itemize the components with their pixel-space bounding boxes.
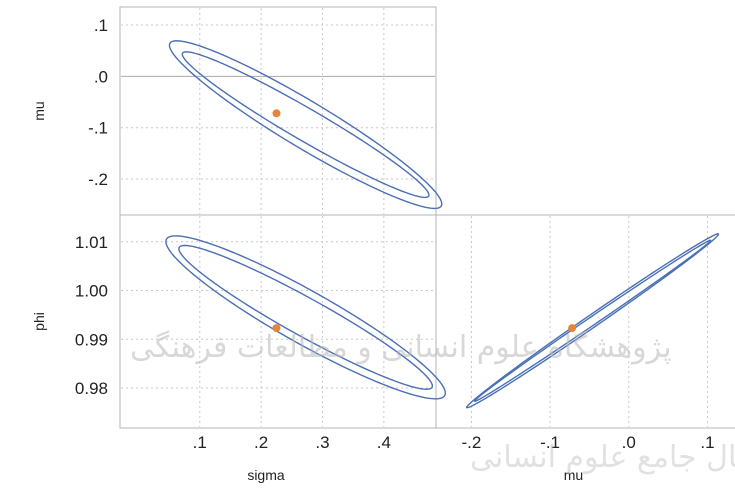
sigma-mu-ylabel: mu — [31, 101, 47, 120]
panel-sigma-mu-marks — [168, 40, 443, 210]
sigma-mu-ytick-label-0: .1 — [94, 16, 108, 35]
sigma-mu-contour-2 — [168, 40, 443, 210]
panel-sigma-mu-grid — [121, 8, 435, 214]
panel-mu-phi-marks — [465, 233, 720, 409]
panel-sigma-mu — [119, 6, 443, 216]
mu-phi-xtick-label-2: .0 — [622, 433, 636, 452]
sigma-phi-ytick-label-2: 0.99 — [75, 330, 108, 349]
sigma-phi-ytick-label-0: 1.01 — [75, 233, 108, 252]
sigma-phi-contour-2 — [165, 235, 447, 400]
sigma-mu-ytick-label-1: .0 — [94, 67, 108, 86]
mu-phi-point-estimate — [568, 324, 577, 333]
sigma-phi-xtick-label-2: .3 — [315, 433, 329, 452]
panel-sigma-phi-marks — [165, 235, 447, 400]
sigma-phi-ylabel: phi — [31, 312, 47, 331]
mu-phi-contour-2 — [465, 233, 720, 409]
sigma-phi-point-estimate — [272, 324, 281, 333]
panel-sigma-phi — [119, 214, 447, 429]
sigma-phi-xtick-label-0: .1 — [193, 433, 207, 452]
panel-mu-phi — [436, 214, 735, 429]
panel-mu-phi-grid — [470, 216, 708, 427]
panel-sigma-phi-grid — [121, 216, 435, 427]
sigma-phi-ytick-label-3: 0.98 — [75, 379, 108, 398]
mu-phi-xtick-label-3: .1 — [700, 433, 714, 452]
sigma-phi-xtick-label-1: .2 — [254, 433, 268, 452]
watermark-text-2: پرتال جامع علوم انسانی — [470, 440, 735, 475]
sigma-phi-xtick-label-3: .4 — [377, 433, 391, 452]
axis-labels: .1 .0 -.1 -.2 mu 1.01 1.00 0.99 0.98 .1 .2 .3 .4 phi s… — [31, 16, 715, 483]
sigma-phi-xlabel: sigma — [247, 467, 285, 483]
sigma-phi-contour-1 — [178, 244, 434, 390]
mu-phi-contour-1 — [473, 239, 712, 402]
sigma-mu-point-estimate — [272, 109, 281, 118]
sigma-phi-ytick-label-1: 1.00 — [75, 282, 108, 301]
mu-phi-xlabel: mu — [564, 467, 583, 483]
watermark-text: پژوهشگاه علوم انسانی و مطالعات فرهنگی — [130, 330, 672, 365]
sigma-mu-ytick-label-3: -.2 — [88, 170, 108, 189]
sigma-mu-ytick-label-2: -.1 — [88, 119, 108, 138]
mu-phi-xtick-label-1: -.1 — [540, 433, 560, 452]
mu-phi-xtick-label-0: -.2 — [461, 433, 481, 452]
panel-sigma-phi-frame — [119, 214, 437, 429]
sigma-mu-contour-1 — [181, 51, 430, 199]
